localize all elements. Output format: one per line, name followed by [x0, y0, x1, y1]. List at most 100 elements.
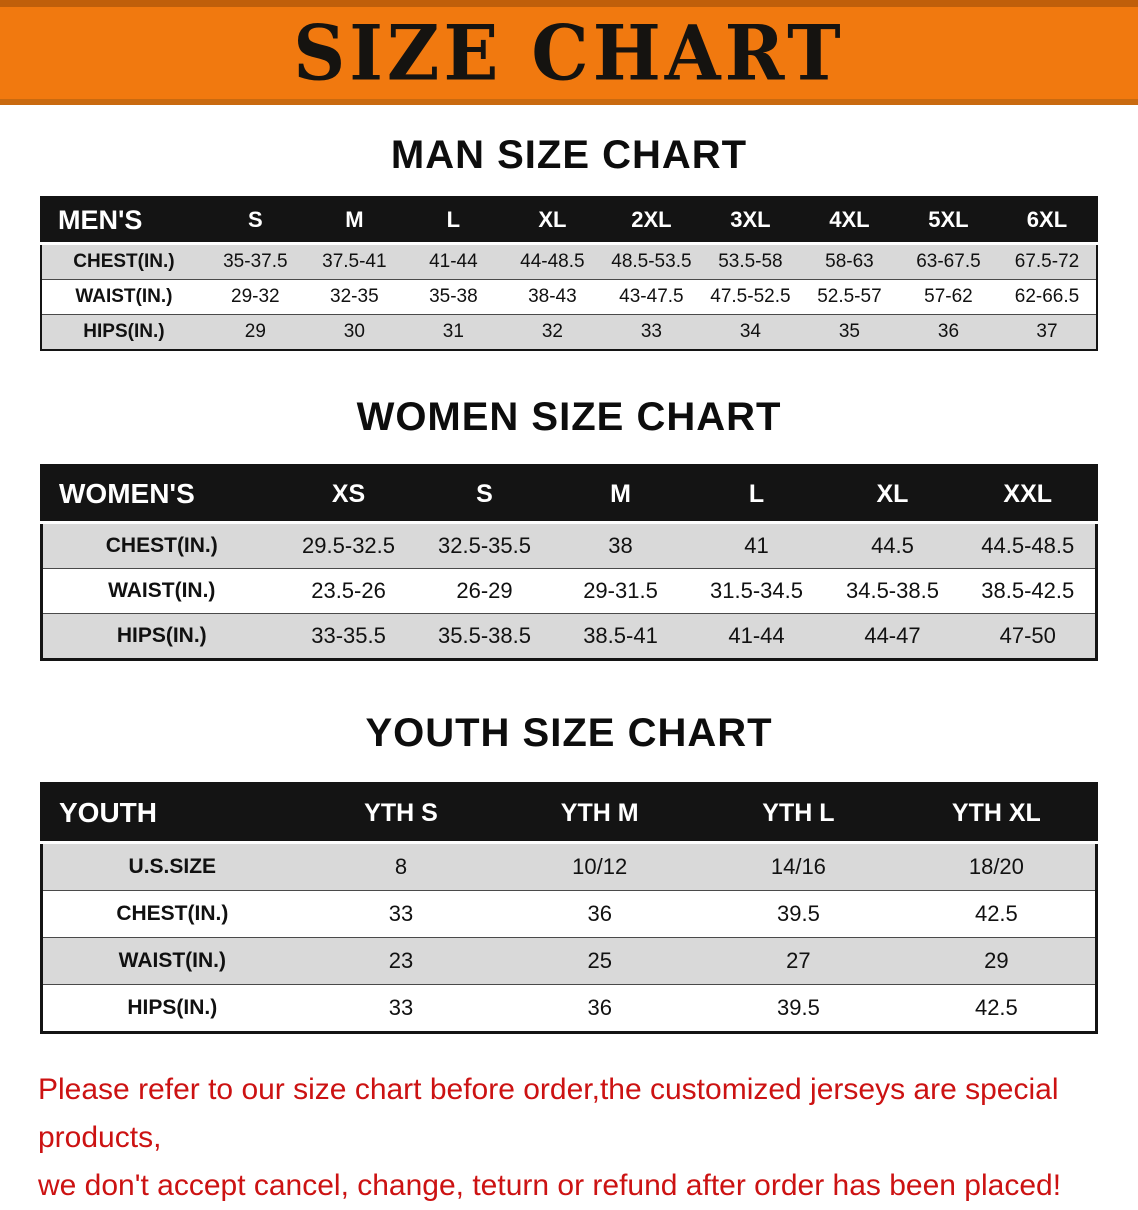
size-column-header: M — [552, 465, 689, 524]
size-value-cell: 57-62 — [898, 279, 998, 315]
size-value-cell: 41 — [688, 522, 825, 569]
disclaimer-line-1: Please refer to our size chart before or… — [38, 1073, 1059, 1154]
size-column-header: 3XL — [700, 197, 800, 245]
size-value-cell: 63-67.5 — [898, 243, 998, 280]
mens-section-title: MAN SIZE CHART — [390, 133, 748, 177]
table-title-cell: MEN'S — [41, 197, 206, 245]
womens-section-title: WOMEN SIZE CHART — [356, 395, 782, 439]
youth-section: YOUTH SIZE CHART YOUTH YTH S YTH M YTH L YTH… — [0, 711, 1138, 1034]
size-column-header: 6XL — [997, 197, 1097, 245]
row-label-cell: CHEST(IN.) — [41, 243, 206, 280]
size-value-cell: 29 — [205, 314, 305, 351]
size-column-header: YTH XL — [897, 783, 1097, 844]
row-label-cell: HIPS(IN.) — [41, 984, 302, 1033]
size-column-header: YTH L — [699, 783, 898, 844]
table-row: CHEST(IN.) 29.5-32.5 32.5-35.5 38 41 44.5 44.5… — [41, 522, 1097, 569]
youth-section-title: YOUTH SIZE CHART — [365, 711, 773, 755]
size-value-cell: 34.5-38.5 — [824, 568, 961, 614]
size-value-cell: 31.5-34.5 — [688, 568, 825, 614]
size-value-cell: 67.5-72 — [997, 243, 1097, 280]
row-label-cell: WAIST(IN.) — [41, 568, 281, 614]
size-column-header: L — [403, 197, 503, 245]
mens-section: MAN SIZE CHART MEN'S S M L XL 2XL 3XL 4XL 5XL 6XL… — [0, 133, 1138, 351]
size-value-cell: 31 — [403, 314, 503, 351]
table-row: WAIST(IN.) 29-32 32-35 35-38 38-43 43-47.5 47.… — [41, 279, 1097, 315]
size-column-header: YTH S — [301, 783, 501, 844]
size-value-cell: 44-48.5 — [502, 243, 602, 280]
size-column-header: L — [688, 465, 825, 524]
table-header-row: YOUTH YTH S YTH M YTH L YTH XL — [41, 783, 1097, 844]
size-value-cell: 10/12 — [500, 842, 700, 891]
size-column-header: XL — [502, 197, 602, 245]
size-value-cell: 35 — [799, 314, 899, 351]
size-value-cell: 47-50 — [960, 613, 1097, 660]
size-value-cell: 36 — [500, 984, 700, 1033]
size-chart-banner: SIZE CHART — [0, 0, 1138, 105]
table-header-row: MEN'S S M L XL 2XL 3XL 4XL 5XL 6XL — [41, 197, 1097, 245]
table-row: WAIST(IN.) 23.5-26 26-29 29-31.5 31.5-34.5 34… — [41, 568, 1097, 614]
table-header-row: WOMEN'S XS S M L XL XXL — [41, 465, 1097, 524]
size-value-cell: 39.5 — [699, 984, 898, 1033]
size-value-cell: 53.5-58 — [700, 243, 800, 280]
size-value-cell: 41-44 — [403, 243, 503, 280]
size-value-cell: 35.5-38.5 — [416, 613, 553, 660]
size-value-cell: 27 — [699, 937, 898, 985]
size-value-cell: 62-66.5 — [997, 279, 1097, 315]
size-value-cell: 38.5-42.5 — [960, 568, 1097, 614]
size-column-header: 4XL — [799, 197, 899, 245]
size-value-cell: 52.5-57 — [799, 279, 899, 315]
size-column-header: 5XL — [898, 197, 998, 245]
size-value-cell: 37 — [997, 314, 1097, 351]
size-value-cell: 32-35 — [304, 279, 404, 315]
row-label-cell: WAIST(IN.) — [41, 279, 206, 315]
size-column-header: M — [304, 197, 404, 245]
row-label-cell: HIPS(IN.) — [41, 314, 206, 351]
size-value-cell: 38.5-41 — [552, 613, 689, 660]
table-row: HIPS(IN.) 33 36 39.5 42.5 — [41, 984, 1097, 1033]
page-title: SIZE CHART — [293, 7, 845, 98]
row-label-cell: WAIST(IN.) — [41, 937, 302, 985]
size-value-cell: 41-44 — [688, 613, 825, 660]
size-value-cell: 29-31.5 — [552, 568, 689, 614]
disclaimer-text: Please refer to our size chart before or… — [38, 1066, 1100, 1210]
row-label-cell: CHEST(IN.) — [41, 890, 302, 938]
size-value-cell: 47.5-52.5 — [700, 279, 800, 315]
size-value-cell: 23 — [301, 937, 501, 985]
size-value-cell: 44.5 — [824, 522, 961, 569]
row-label-cell: U.S.SIZE — [41, 842, 302, 891]
size-value-cell: 33 — [601, 314, 701, 351]
table-row: U.S.SIZE 8 10/12 14/16 18/20 — [41, 842, 1097, 891]
row-label-cell: HIPS(IN.) — [41, 613, 281, 660]
womens-section: WOMEN SIZE CHART WOMEN'S XS S M L XL XXL CHEST(… — [0, 395, 1138, 661]
size-value-cell: 38 — [552, 522, 689, 569]
size-column-header: S — [416, 465, 553, 524]
size-value-cell: 8 — [301, 842, 501, 891]
size-value-cell: 33 — [301, 890, 501, 938]
table-title-cell: WOMEN'S — [41, 465, 281, 524]
size-value-cell: 29-32 — [205, 279, 305, 315]
size-value-cell: 44.5-48.5 — [960, 522, 1097, 569]
size-value-cell: 33 — [301, 984, 501, 1033]
size-value-cell: 36 — [898, 314, 998, 351]
size-value-cell: 26-29 — [416, 568, 553, 614]
size-value-cell: 14/16 — [699, 842, 898, 891]
size-value-cell: 42.5 — [897, 984, 1097, 1033]
table-row: CHEST(IN.) 33 36 39.5 42.5 — [41, 890, 1097, 938]
size-value-cell: 44-47 — [824, 613, 961, 660]
size-value-cell: 35-37.5 — [205, 243, 305, 280]
size-value-cell: 30 — [304, 314, 404, 351]
disclaimer-line-2: we don't accept cancel, change, teturn o… — [38, 1169, 1062, 1202]
size-value-cell: 25 — [500, 937, 700, 985]
size-column-header: 2XL — [601, 197, 701, 245]
size-value-cell: 48.5-53.5 — [601, 243, 701, 280]
size-value-cell: 39.5 — [699, 890, 898, 938]
size-value-cell: 33-35.5 — [280, 613, 417, 660]
table-row: CHEST(IN.) 35-37.5 37.5-41 41-44 44-48.5 48.5… — [41, 243, 1097, 280]
size-value-cell: 29 — [897, 937, 1097, 985]
size-value-cell: 38-43 — [502, 279, 602, 315]
size-value-cell: 58-63 — [799, 243, 899, 280]
size-column-header: XXL — [960, 465, 1097, 524]
size-value-cell: 36 — [500, 890, 700, 938]
size-value-cell: 23.5-26 — [280, 568, 417, 614]
size-column-header: XS — [280, 465, 417, 524]
